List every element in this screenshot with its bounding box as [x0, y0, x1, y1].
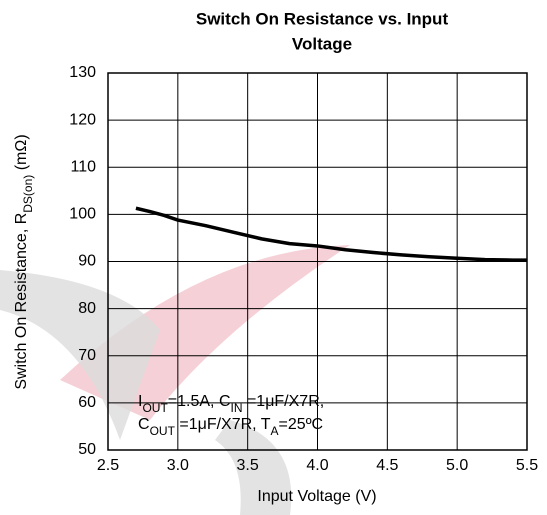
- annotation-part: C: [138, 416, 150, 433]
- annotation-part: =1.5A, C: [168, 393, 231, 410]
- y-tick-label: 50: [78, 441, 96, 458]
- y-axis-label: Switch On Resistance, RDS(on) (mΩ): [13, 134, 35, 389]
- watermark: [0, 270, 160, 440]
- x-tick-label: 4.0: [306, 457, 328, 474]
- watermark: [215, 420, 292, 515]
- x-tick-label: 5.0: [446, 457, 468, 474]
- annotation-sub: OUT: [142, 401, 168, 415]
- annotation-part: =1μF/X7R, T: [175, 416, 271, 433]
- y-tick-label: 60: [78, 394, 96, 411]
- annotation-part: =25ºC: [279, 416, 324, 433]
- x-tick-label: 3.5: [237, 457, 259, 474]
- y-tick-label: 90: [78, 253, 96, 270]
- x-tick-label: 2.5: [97, 457, 119, 474]
- y-axis-label-part: Switch On Resistance, R: [13, 213, 30, 390]
- y-tick-label: 80: [78, 300, 96, 317]
- y-tick-label: 70: [78, 347, 96, 364]
- annotation-sub: IN: [231, 401, 243, 415]
- chart-title: Voltage: [292, 34, 352, 53]
- x-tick-label: 5.5: [516, 457, 538, 474]
- annotation-sub: OUT: [150, 424, 176, 438]
- y-tick-label: 120: [69, 111, 96, 128]
- y-axis-label-part: (mΩ): [13, 134, 30, 174]
- y-axis-label-sub: DS(on): [21, 175, 35, 213]
- annotation: COUT =1μF/X7R, TA=25ºC: [138, 416, 323, 438]
- annotation: IOUT=1.5A, CIN =1μF/X7R,: [138, 393, 324, 415]
- x-axis-label: Input Voltage (V): [257, 488, 376, 505]
- x-tick-label: 3.0: [167, 457, 189, 474]
- y-tick-label: 110: [70, 158, 96, 175]
- y-tick-label: 100: [69, 206, 96, 223]
- annotation-part: =1μF/X7R,: [243, 393, 325, 410]
- chart-title: Switch On Resistance vs. Input: [196, 9, 449, 28]
- annotation-sub: A: [271, 424, 279, 438]
- data-line: [135, 206, 527, 262]
- y-tick-label: 130: [69, 64, 96, 81]
- x-tick-label: 4.5: [376, 457, 398, 474]
- annotation-part: I: [138, 393, 142, 410]
